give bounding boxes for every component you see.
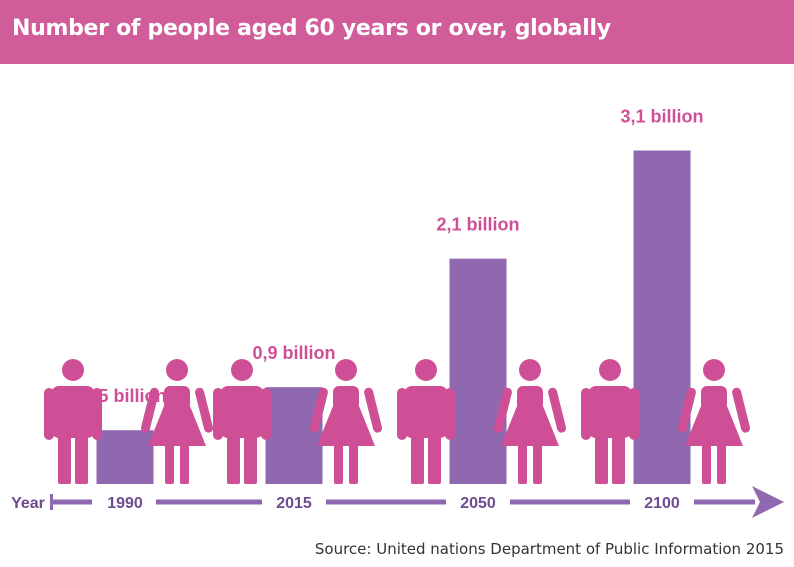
axis-start-tick [50, 494, 53, 510]
axis-arrow-icon [752, 486, 784, 518]
value-label-1990: 0,5 billion [83, 386, 166, 406]
man-icon [213, 359, 271, 484]
axis-line-segment [510, 499, 630, 505]
man-icon [397, 359, 455, 484]
axis-line-segment [53, 499, 92, 505]
bar-2015 [265, 387, 323, 484]
x-tick-label-2015: 2015 [276, 495, 312, 512]
man-icon [44, 359, 102, 484]
bar-2050 [449, 258, 507, 484]
title-banner: Number of people aged 60 years or over, … [0, 0, 794, 64]
x-tick-label-1990: 1990 [107, 495, 143, 512]
value-label-2050: 2,1 billion [436, 215, 519, 235]
axis-line-segment [156, 499, 262, 505]
source-note: Source: United nations Department of Pub… [314, 540, 784, 558]
axis-line-segment [326, 499, 446, 505]
bar-2100 [633, 150, 691, 485]
x-tick-label-2100: 2100 [644, 495, 680, 512]
bar-1990 [96, 430, 154, 484]
axis-line-segment [694, 499, 755, 505]
page-title: Number of people aged 60 years or over, … [12, 16, 611, 41]
bar-chart: 0,5 billion 0,9 billion 2,1 billion 3,1 bil… [11, 107, 784, 518]
x-tick-label-2050: 2050 [460, 495, 496, 512]
x-axis-label: Year [11, 495, 45, 512]
value-label-2015: 0,9 billion [252, 343, 335, 363]
man-icon [581, 359, 639, 484]
value-label-2100: 3,1 billion [620, 107, 703, 127]
